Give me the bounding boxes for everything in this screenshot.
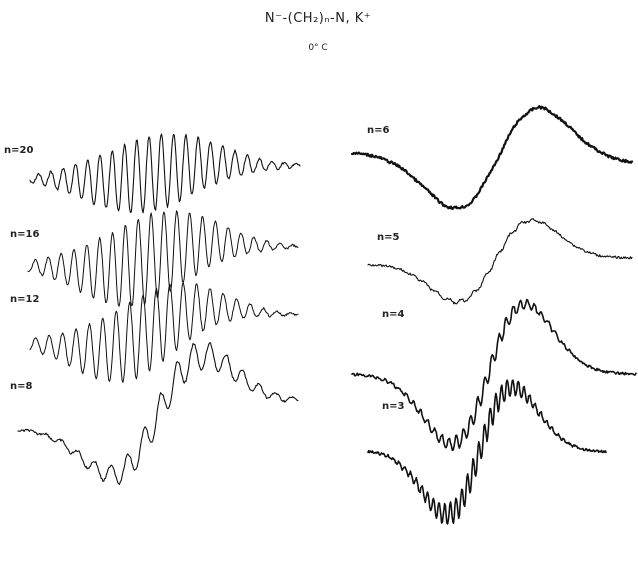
spectrum-label-n6: n=6 (367, 125, 389, 136)
spectrum-label-n12: n=12 (10, 294, 39, 305)
spectrum-label-n3: n=3 (382, 401, 404, 412)
figure-title: N⁻-(CH₂)ₙ-N, K⁺ (265, 11, 371, 26)
spectrum-trace-n8 (17, 342, 299, 485)
spectrum-trace-n5 (367, 217, 633, 305)
spectrum-label-n16: n=16 (10, 229, 39, 240)
spectrum-label-n8: n=8 (10, 381, 32, 392)
temperature-label: 0° C (308, 43, 327, 53)
spectrum-trace-n16 (27, 210, 299, 307)
spectrum-trace-n20 (29, 133, 301, 214)
spectrum-label-n4: n=4 (382, 309, 404, 320)
spectrum-label-n20: n=20 (4, 145, 33, 156)
spectrum-trace-n12 (29, 282, 299, 383)
spectrum-label-n5: n=5 (377, 232, 399, 243)
spectrum-trace-n4 (351, 298, 637, 451)
spectrum-trace-n3 (367, 379, 607, 525)
spectrum-trace-n6 (350, 105, 634, 210)
